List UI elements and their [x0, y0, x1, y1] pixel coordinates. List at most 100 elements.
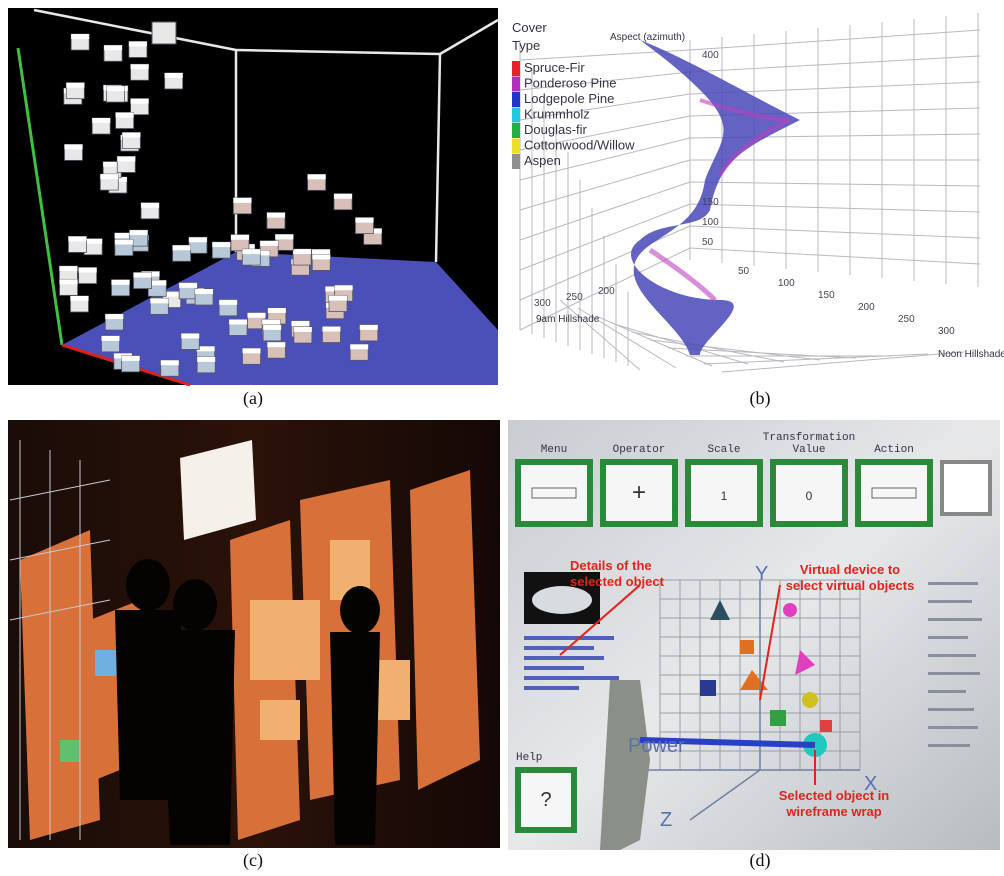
cube-top [121, 355, 140, 361]
selection-ray [639, 737, 816, 748]
button [855, 459, 933, 527]
legend-swatch [512, 138, 520, 154]
legend-label: Ponderoso Pine [524, 76, 617, 91]
cube-top [196, 346, 215, 352]
cube-top [70, 295, 89, 301]
grid-line [519, 115, 691, 151]
legend-swatch [512, 76, 520, 92]
cube-top [233, 197, 252, 203]
cube-top [84, 238, 103, 244]
legend-label: Cottonwood/Willow [524, 138, 635, 153]
cubes [59, 21, 383, 377]
cube-top [92, 118, 111, 124]
cube-top [230, 234, 249, 240]
caption: (c) [243, 850, 263, 871]
legend-title: Type [512, 38, 540, 53]
cube-top [195, 289, 214, 295]
grid-line [649, 339, 821, 361]
device [600, 680, 650, 850]
grid-line [519, 247, 691, 331]
cube-top [78, 267, 97, 273]
cube-top [266, 212, 285, 218]
button [600, 459, 678, 527]
annotation: selected object [570, 574, 665, 589]
cube-top [322, 326, 341, 332]
tick-label: 150 [702, 197, 719, 208]
button [770, 459, 848, 527]
tick-label: 50 [738, 266, 750, 277]
grid-line [703, 353, 929, 365]
grid-line [519, 137, 691, 181]
cube-top [106, 86, 125, 92]
cube-top [328, 295, 347, 301]
annotation: Virtual device to [800, 562, 900, 577]
button-content: 1 [721, 489, 728, 503]
button-title: Operator [613, 444, 666, 456]
legend-swatch [512, 123, 520, 138]
cube-top [334, 285, 353, 291]
cube-top [150, 298, 169, 304]
tick-label: 250 [898, 314, 915, 325]
button-title: Scale [707, 444, 740, 456]
button-title: Menu [541, 444, 567, 456]
cube-top [229, 319, 248, 325]
cube-top [162, 291, 181, 297]
grid-line [519, 203, 691, 271]
object-details [524, 636, 619, 690]
cube-top [197, 356, 216, 362]
cube-top [312, 254, 331, 260]
grid-line [559, 299, 641, 371]
grid-line [689, 55, 981, 73]
cube-top [111, 279, 130, 285]
box-frame [33, 8, 499, 263]
scene-objects [700, 600, 832, 757]
annotation: Selected object in [779, 788, 890, 803]
tick-label: 100 [778, 278, 795, 289]
cube-top [242, 348, 261, 354]
cube-top [133, 272, 152, 278]
cube-top [117, 156, 136, 162]
cube-top [59, 266, 78, 272]
cube-top [114, 239, 133, 245]
button-content: 0 [806, 489, 813, 503]
tick-label: 200 [858, 302, 875, 313]
cube-top [68, 236, 87, 242]
axis-line [16, 47, 64, 346]
caption: (a) [243, 388, 263, 409]
axis-letter: Power [628, 735, 685, 757]
button [685, 459, 763, 527]
axis-label: 9am Hillshade [536, 314, 600, 325]
tick-label: 100 [702, 217, 719, 228]
cube-top [212, 242, 231, 248]
grid-line [577, 307, 677, 369]
menu-card [180, 440, 256, 540]
annotation: wireframe wrap [785, 804, 881, 819]
cube-top [179, 282, 198, 288]
cube-top [105, 314, 124, 320]
button-label [531, 487, 577, 499]
legend-title: Cover [512, 20, 547, 35]
tick-label: 400 [702, 50, 719, 61]
cube-top [242, 249, 261, 255]
cube-top [251, 250, 270, 256]
cube-top [130, 98, 149, 104]
grid-line [519, 225, 691, 301]
grid [519, 13, 981, 373]
tick-label: 250 [566, 292, 583, 303]
annotation: select virtual objects [786, 578, 915, 593]
cube-top [172, 245, 191, 251]
axes [640, 580, 860, 821]
legend-swatch [512, 107, 520, 123]
cube-top [66, 82, 85, 88]
panel-c: (c) [8, 420, 500, 871]
tick-label: 300 [534, 298, 551, 309]
button-title: Value [792, 444, 825, 456]
cube-top [262, 319, 281, 325]
button [515, 459, 593, 527]
cube-top [181, 333, 200, 339]
scatter-cloud [631, 40, 800, 355]
